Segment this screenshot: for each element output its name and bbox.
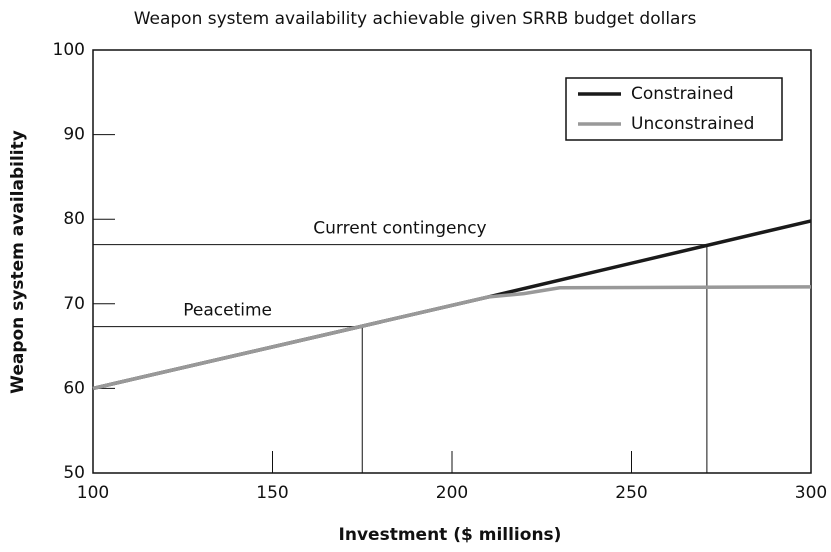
legend-label: Constrained — [631, 84, 734, 104]
x-tick-label: 250 — [615, 483, 647, 503]
y-tick-label: 60 — [63, 378, 85, 398]
x-axis-label: Investment ($ millions) — [339, 525, 562, 545]
chart-title: Weapon system availability achievable gi… — [134, 9, 697, 29]
x-tick-label: 300 — [795, 483, 827, 503]
x-tick-label: 100 — [77, 483, 109, 503]
line — [92, 285, 812, 391]
y-tick-label: 100 — [53, 40, 85, 60]
y-axis-label: Weapon system availability — [8, 130, 28, 394]
annotation: Current contingency — [313, 219, 486, 239]
y-tick-label: 90 — [63, 125, 85, 145]
annotation: Peacetime — [183, 301, 272, 321]
x-tick-label: 200 — [436, 483, 468, 503]
legend-label: Unconstrained — [631, 114, 754, 134]
x-tick-label: 150 — [256, 483, 288, 503]
legend-box — [565, 77, 783, 141]
y-tick-label: 70 — [63, 294, 85, 314]
y-tick-label: 50 — [63, 463, 85, 483]
y-tick-label: 80 — [63, 209, 85, 229]
